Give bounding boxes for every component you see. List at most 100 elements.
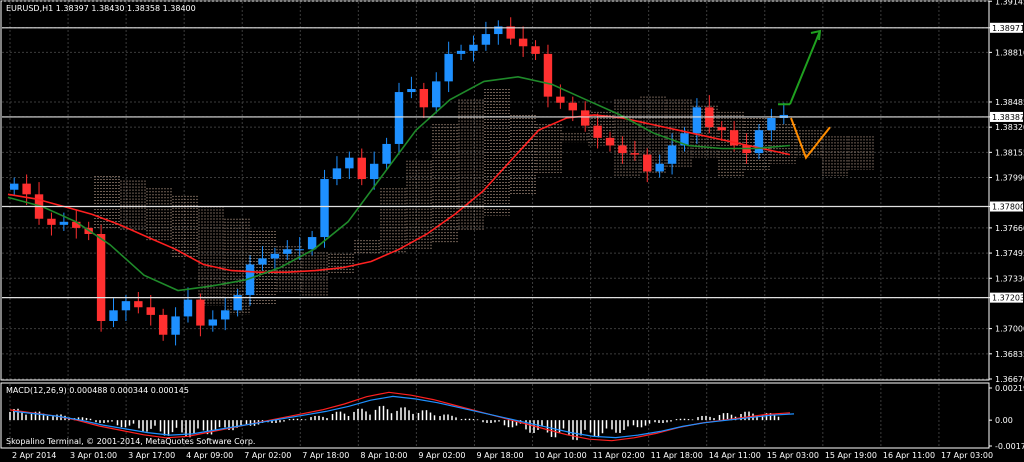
- candle-body: [221, 310, 230, 320]
- time-label: 7 Apr 02:00: [244, 451, 291, 460]
- candle-body: [72, 221, 81, 228]
- candle-body: [543, 53, 553, 97]
- indicator-lines: [7, 75, 791, 292]
- candle-body: [717, 127, 726, 131]
- level-label: 1.37203: [992, 294, 1024, 303]
- level-label: 1.38971: [992, 24, 1024, 33]
- time-label: 15 Apr 03:00: [767, 451, 819, 460]
- candle-body: [655, 163, 664, 172]
- candle-body: [506, 26, 515, 39]
- candle-body: [618, 145, 627, 154]
- price-label: 1.38320: [995, 123, 1024, 132]
- candle-body: [307, 237, 317, 250]
- time-label: 9 Apr 02:00: [418, 451, 465, 460]
- level-label-box: [990, 111, 1023, 122]
- candle-body: [568, 102, 577, 111]
- candle-body: [667, 145, 677, 164]
- price-label: 1.36835: [995, 350, 1024, 359]
- macd-tick-label: 0.00219: [995, 384, 1024, 393]
- candle-body: [96, 234, 106, 321]
- macd-tick-label: -0.00176: [995, 442, 1024, 451]
- candle-body: [531, 46, 540, 54]
- candle-body: [196, 299, 205, 326]
- macd-tick-label: 0.00: [995, 416, 1013, 425]
- candle-body: [481, 34, 491, 45]
- macd-title: MACD(12,26,9) 0.000488 0.000344 0.000145: [6, 386, 189, 395]
- candle-body: [643, 154, 652, 172]
- arrow-head: [810, 29, 822, 41]
- candle-body: [320, 179, 329, 238]
- candle-body: [245, 264, 255, 296]
- time-label: 16 Apr 11:00: [883, 451, 935, 460]
- candle-body: [369, 163, 379, 180]
- candle-body: [444, 53, 453, 82]
- time-label: 11 Apr 02:00: [593, 451, 645, 460]
- axes: 2 Apr 2014 3 Apr 01:00 3 Apr 17:00 4 Apr 09…: [12, 0, 1024, 460]
- candle-body: [270, 253, 280, 259]
- time-label: 4 Apr 09:00: [186, 451, 233, 460]
- candle-body: [22, 183, 31, 195]
- candle-body: [556, 96, 565, 103]
- price-label: 1.37000: [995, 325, 1024, 334]
- candle-body: [121, 301, 131, 311]
- time-label: 17 Apr 03:00: [941, 451, 993, 460]
- candle-body: [630, 153, 640, 155]
- time-label: 9 Apr 18:00: [476, 451, 523, 460]
- candle-body: [407, 89, 416, 93]
- candle-body: [171, 316, 180, 335]
- candle-body: [394, 92, 404, 144]
- candle-body: [729, 130, 739, 146]
- candle-body: [59, 221, 69, 225]
- candle-body: [208, 319, 218, 326]
- time-label: 3 Apr 01:00: [70, 451, 117, 460]
- candle-body: [158, 314, 168, 335]
- candle-body: [456, 50, 466, 54]
- candle-body: [382, 143, 391, 164]
- candle-body: [432, 81, 441, 108]
- projection-line: [790, 117, 831, 160]
- line-green: [7, 75, 791, 292]
- candle-body: [680, 133, 689, 146]
- annotations: [778, 29, 831, 160]
- macd-panel: [9, 391, 795, 442]
- candle-body: [10, 183, 19, 190]
- candle-body: [767, 118, 776, 131]
- candle-body: [233, 295, 242, 311]
- time-label: 8 Apr 10:00: [360, 451, 407, 460]
- candle-body: [283, 249, 292, 254]
- line-red: [7, 114, 791, 274]
- price-label: 1.37990: [995, 174, 1024, 183]
- price-label: 1.37660: [995, 224, 1024, 233]
- candle-body: [146, 307, 155, 315]
- candle-body: [469, 44, 478, 51]
- level-label-box: [990, 201, 1023, 212]
- time-label: 15 Apr 19:00: [825, 451, 877, 460]
- candle-body: [754, 130, 764, 154]
- candle-body: [134, 301, 143, 308]
- candle-body: [605, 137, 615, 146]
- time-label: 10 Apr 10:00: [535, 451, 587, 460]
- price-levels: 1.38971 1.38387 1.37800 1.37203: [2, 22, 1024, 303]
- candle-body: [518, 38, 528, 47]
- time-label: 7 Apr 18:00: [302, 451, 349, 460]
- candle-body: [345, 157, 354, 169]
- candle-body: [258, 258, 267, 265]
- price-label: 1.37495: [995, 249, 1024, 258]
- candle-body: [494, 26, 503, 35]
- candle-body: [357, 157, 366, 180]
- time-label: 2 Apr 2014: [12, 451, 56, 460]
- macd-frame: [0, 382, 990, 449]
- candle-body: [419, 89, 429, 108]
- price-label: 1.38810: [995, 48, 1024, 57]
- candle-body: [183, 299, 193, 317]
- price-label: 1.38485: [995, 98, 1024, 107]
- level-label: 1.37800: [992, 203, 1024, 212]
- level-label-box: [990, 22, 1023, 33]
- candle-body: [593, 125, 602, 138]
- level-label-box: [990, 292, 1023, 303]
- arrow-shaft: [789, 30, 821, 105]
- candle-body: [580, 110, 590, 126]
- candle-body: [692, 107, 702, 134]
